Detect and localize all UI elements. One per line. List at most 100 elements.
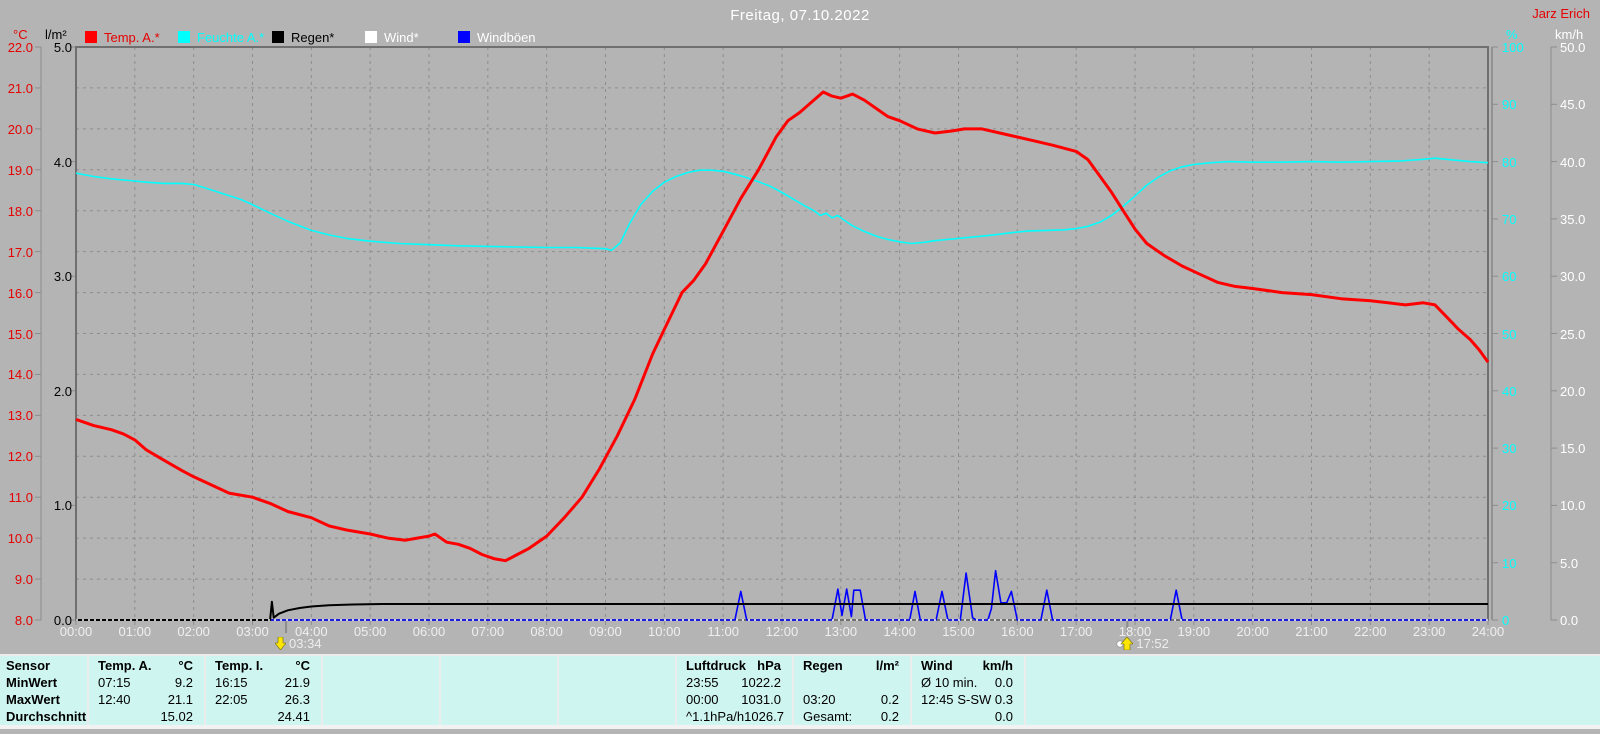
table-cell	[322, 691, 440, 708]
table-cell: 12:45 S-SW 0.3	[911, 691, 1025, 708]
rain-tick-label: 4.0	[53, 154, 72, 170]
table-cell	[793, 674, 911, 691]
marker-arrow-down-icon	[275, 637, 287, 650]
table-cell	[322, 708, 440, 725]
legend-label: Feuchte A.*	[197, 29, 265, 45]
rain-tick-label: 2.0	[53, 383, 72, 399]
humidity-tick-label: 40	[1502, 383, 1517, 399]
cell-value: 0.0	[994, 709, 1013, 724]
cell-text: Ø 10 min.	[921, 675, 978, 690]
x-axis-label: 20:00	[1236, 624, 1269, 639]
table-column-header: Wind km/h	[911, 657, 1025, 674]
legend-label: Wind*	[384, 29, 419, 45]
cell-value: 0.2	[880, 692, 899, 707]
table-column-header: Luftdruck hPa	[676, 657, 793, 674]
cell-text: Regen	[803, 658, 843, 673]
cell-text: 12:40	[98, 692, 131, 707]
wind-tick-label: 25.0	[1560, 326, 1586, 342]
cell-value: 21.9	[284, 675, 310, 690]
x-axis-label: 18:00	[1118, 624, 1152, 639]
legend-label: Windböen	[477, 29, 536, 45]
cell-text: Luftdruck	[686, 658, 746, 673]
humidity-tick-label: 100	[1502, 40, 1524, 55]
cell-text: 12:45	[921, 692, 954, 707]
temp-tick-label: 13.0	[7, 408, 33, 424]
cell-text: Temp. A.	[98, 658, 152, 673]
event-marker-1752: 17:52	[1116, 636, 1169, 651]
table-column-header: Temp. A. °C	[88, 657, 205, 674]
x-axis-label: 06:00	[412, 624, 446, 639]
legend-item-3: Wind*	[365, 30, 419, 44]
table-row-label: MaxWert	[6, 692, 60, 707]
x-axis-label: 14:00	[883, 624, 916, 639]
table-divider	[204, 656, 206, 725]
x-axis-label: 21:00	[1295, 624, 1328, 639]
temp-tick-label: 11.0	[8, 490, 33, 506]
humidity-axis-unit: %	[1506, 27, 1518, 42]
table-cell: ^1.1hPa/h 1026.7	[676, 708, 793, 725]
temp-tick-label: 21.0	[7, 80, 33, 96]
cell-value: 1022.2	[741, 675, 781, 690]
x-axis-label: 12:00	[765, 624, 799, 639]
wind-tick-label: 15.0	[1560, 441, 1586, 457]
series-line-regen	[76, 600, 1488, 621]
temp-tick-label: 22.0	[7, 40, 33, 55]
cell-value: 1026.7	[744, 709, 784, 724]
wind-tick-label: 30.0	[1560, 269, 1586, 285]
cell-value: hPa	[757, 658, 781, 673]
cell-text: 07:15	[98, 675, 131, 690]
table-column-luftdruck: Luftdruck hPa 23:55 1022.2 00:00 1031.0 ^1.1hP…	[676, 656, 793, 725]
temp-tick-label: 9.0	[14, 572, 33, 588]
humidity-tick-label: 60	[1502, 269, 1517, 285]
table-cell: 22:05 26.3	[205, 691, 322, 708]
rain-axis-unit: l/m²	[45, 27, 67, 42]
table-column-header: Temp. I. °C	[205, 657, 322, 674]
table-cell	[1025, 691, 1600, 708]
table-column-header	[440, 657, 558, 674]
table-cell: 23:55 1022.2	[676, 674, 793, 691]
temp-axis-unit: °C	[13, 27, 28, 42]
cell-value: km/h	[982, 658, 1013, 673]
temp-tick-label: 12.0	[7, 449, 33, 465]
legend-swatch-icon	[365, 31, 377, 43]
legend-label: Temp. A.*	[104, 29, 160, 45]
x-axis-label: 09:00	[589, 624, 622, 639]
cell-value: 1031.0	[741, 692, 781, 707]
x-axis-label: 10:00	[648, 624, 681, 639]
table-cell	[558, 691, 676, 708]
table-column-header: Regen l/m²	[793, 657, 911, 674]
legend-label: Regen*	[291, 29, 335, 45]
cell-value: 26.3	[284, 692, 310, 707]
humidity-tick-label: 80	[1502, 154, 1517, 170]
cell-text: ^1.1hPa/h	[686, 709, 745, 724]
humidity-tick-label: 10	[1502, 555, 1517, 571]
marker-arrow-up-icon	[1116, 637, 1134, 650]
table-divider	[557, 656, 559, 725]
x-axis-label: 00:00	[59, 624, 93, 639]
table-column-empty-4	[558, 656, 676, 725]
event-marker-time: 03:34	[289, 636, 322, 651]
rain-tick-label: 5.0	[53, 40, 72, 55]
legend-swatch-icon	[178, 31, 190, 43]
x-axis-label: 17:00	[1059, 624, 1093, 639]
rain-tick-label: 3.0	[53, 269, 72, 285]
temp-tick-label: 19.0	[7, 162, 33, 178]
x-axis-label: 04:00	[295, 624, 328, 639]
rain-tick-label: 1.0	[53, 498, 72, 514]
x-axis-label: 02:00	[177, 624, 210, 639]
table-cell	[322, 674, 440, 691]
humidity-tick-label: 30	[1502, 441, 1517, 457]
table-cell: 00:00 1031.0	[676, 691, 793, 708]
table-divider	[1024, 656, 1026, 725]
table-cell	[558, 674, 676, 691]
cell-value: 24.41	[277, 709, 310, 724]
table-column-empty-2	[322, 656, 440, 725]
legend-swatch-icon	[85, 31, 97, 43]
temp-tick-label: 20.0	[7, 121, 33, 137]
x-axis-label: 13:00	[824, 624, 858, 639]
statistics-table: Sensor MinWert MaxWert Durchschnitt Temp. A.…	[0, 654, 1600, 729]
legend-item-1: Feuchte A.*	[178, 30, 264, 44]
table-divider	[87, 656, 89, 725]
humidity-tick-label: 0	[1502, 613, 1510, 628]
